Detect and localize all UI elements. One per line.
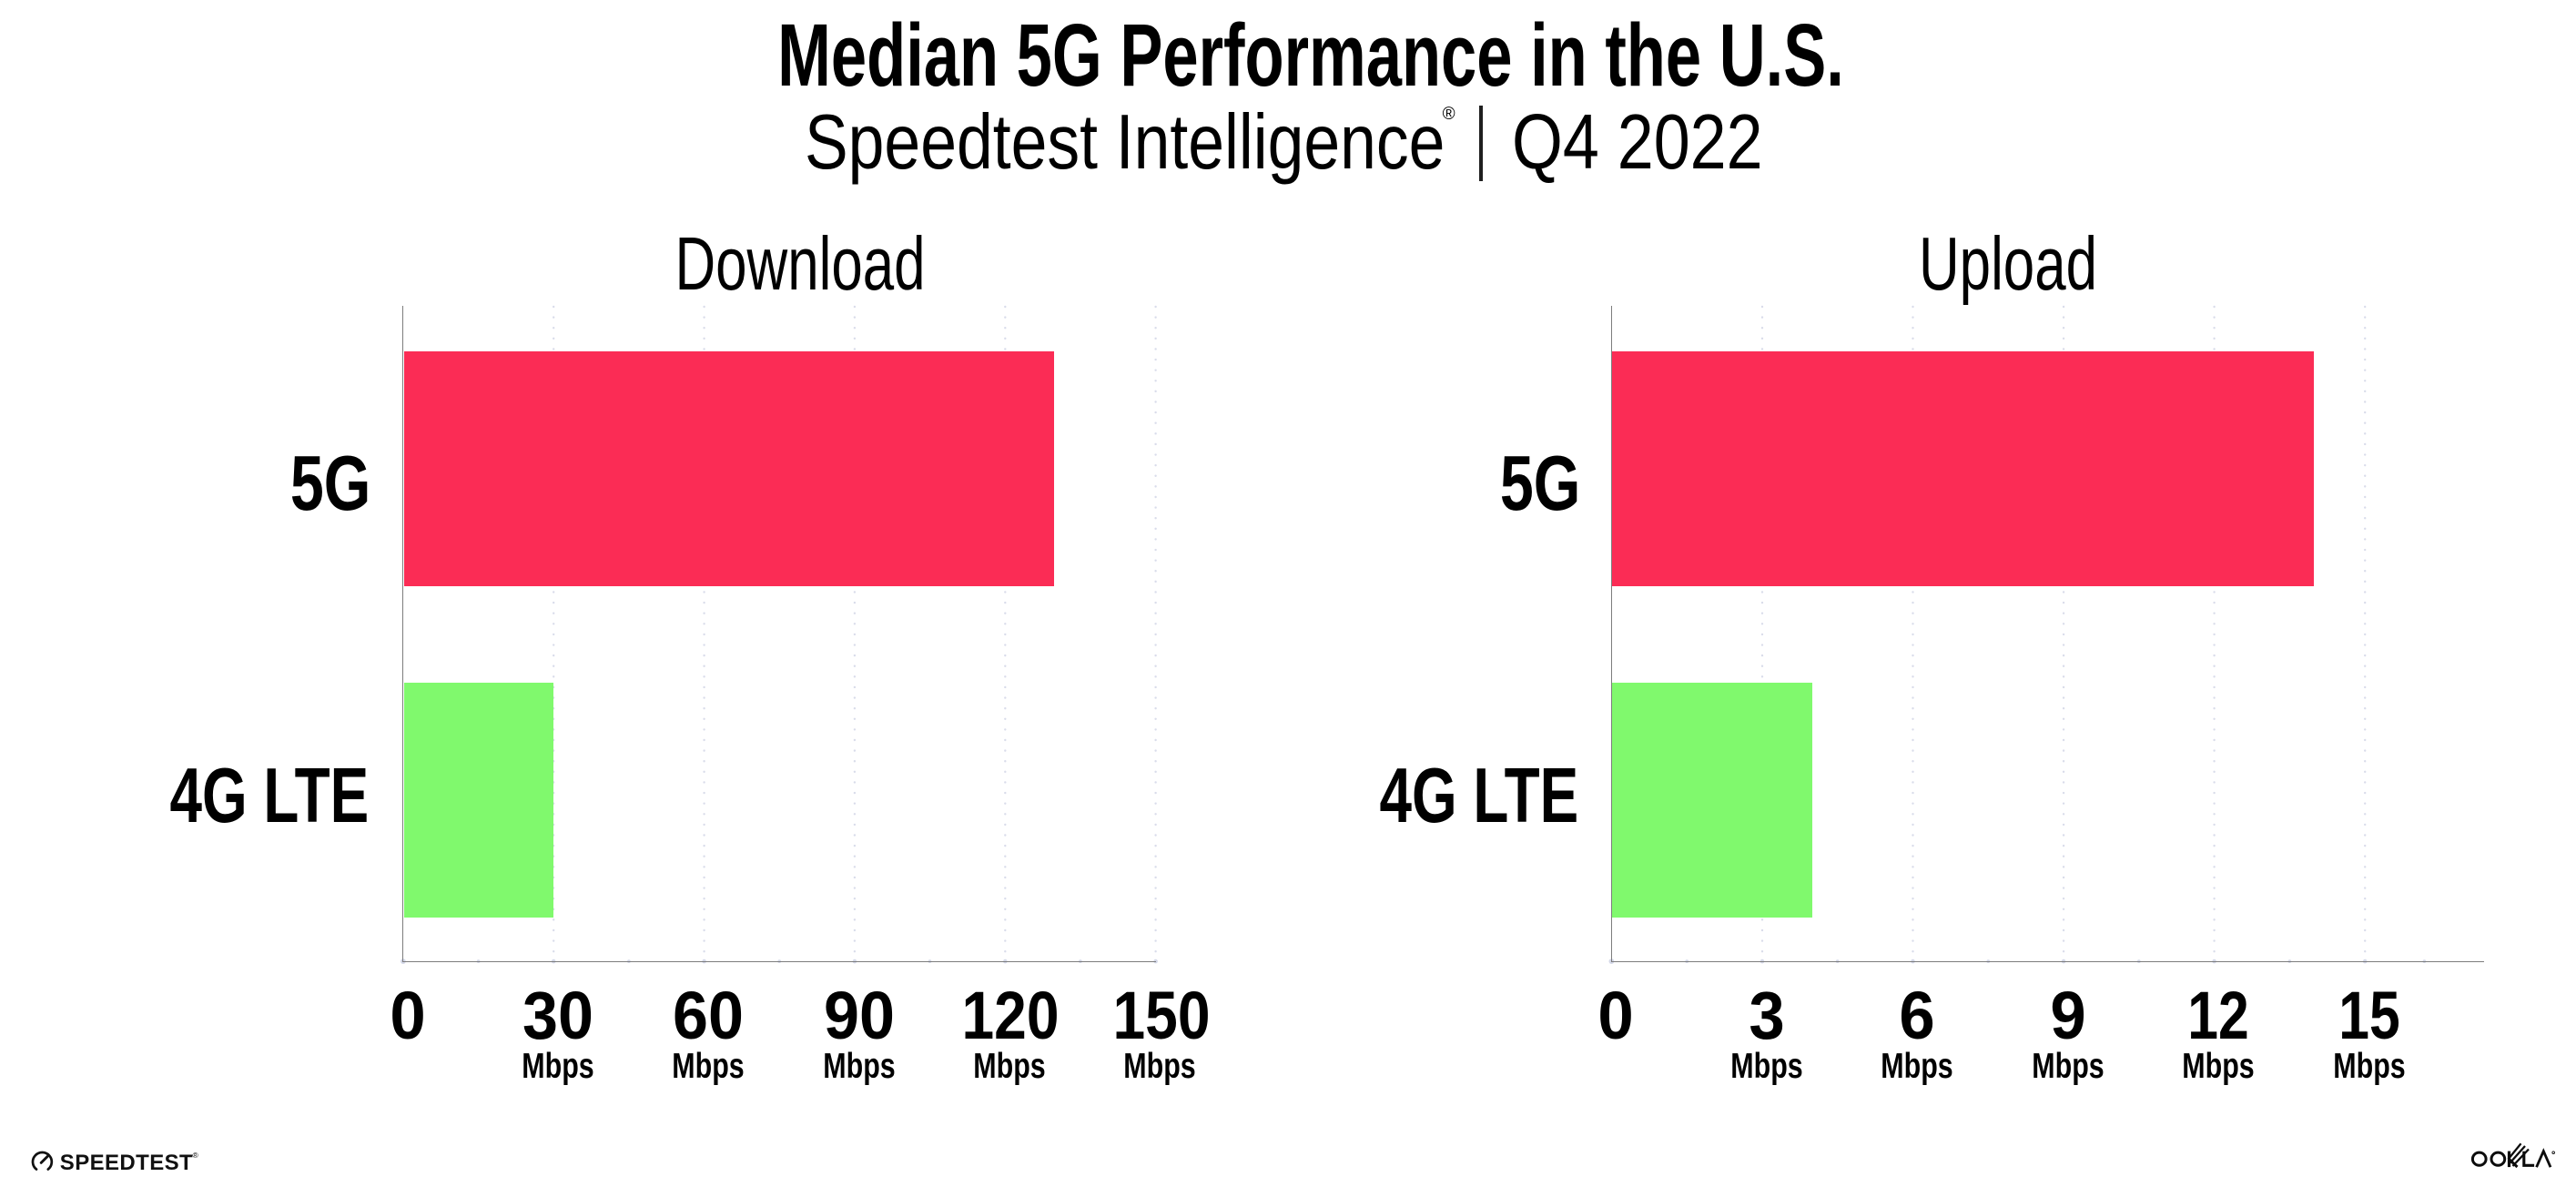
svg-text:SPEEDTEST: SPEEDTEST xyxy=(60,1151,193,1175)
svg-text:®: ® xyxy=(193,1151,199,1160)
